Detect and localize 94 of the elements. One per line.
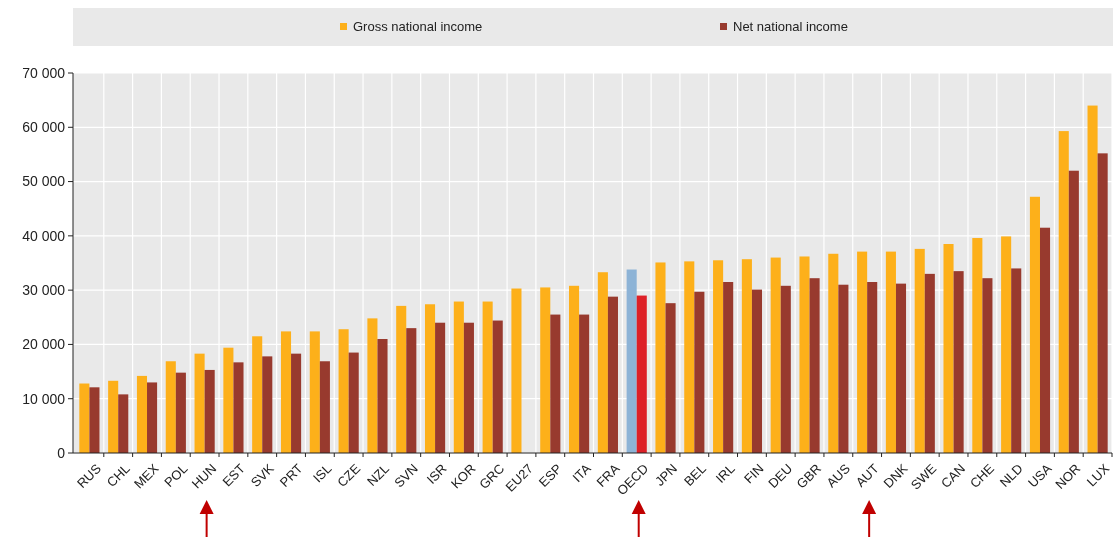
bar [1039,227,1051,453]
bar [569,285,580,453]
y-tick-label: 50 000 [22,173,66,190]
bar [136,375,148,453]
bar [1097,153,1108,453]
bar [482,301,493,453]
bar [885,251,896,453]
bar [511,288,522,453]
y-tick-label: 70 000 [22,64,66,81]
bar [291,353,302,453]
bar [396,305,407,453]
bar [982,278,993,453]
x-tick-label: JPN [652,460,681,489]
bar [89,387,100,453]
bar [204,369,215,453]
x-tick-label: USA [1025,460,1055,491]
bar [857,251,868,453]
bar [118,394,129,453]
bar [655,262,666,453]
bar [770,257,781,453]
bar [1029,196,1040,453]
bar [867,282,878,453]
y-tick-label: 40 000 [22,227,66,244]
bar [1087,105,1098,453]
bar [1011,268,1022,453]
bar [713,260,724,453]
x-tick-label: CHL [103,460,133,490]
bar [194,353,205,453]
legend-label: Gross national income [353,19,483,34]
bar [684,261,695,453]
bar [895,283,907,453]
bar [799,256,810,453]
bar [550,314,561,453]
bar [165,361,176,453]
bar [309,331,320,453]
bar [424,304,436,453]
y-tick-label: 20 000 [22,336,66,353]
bar [319,361,330,453]
bar [79,383,90,453]
bar [924,273,935,453]
bar [108,380,119,453]
bar [953,271,964,453]
bar [377,339,388,453]
bar [723,282,734,453]
bar [597,272,608,453]
bar [914,248,925,453]
bar [348,352,359,453]
x-tick-label: POL [161,460,191,490]
y-tick-label: 60 000 [22,119,66,136]
bar [367,318,378,453]
bar [252,336,263,453]
bar [406,328,417,453]
legend-label: Net national income [733,19,848,34]
bar [838,284,849,453]
bar [338,329,349,453]
x-tick-label: BEL [680,460,709,489]
bar [780,285,791,453]
y-tick-label: 30 000 [22,282,66,299]
bar [694,291,705,453]
bar [607,296,618,453]
x-tick-label: ITA [569,460,594,486]
x-tick-label: IRL [712,460,738,486]
bar [626,269,637,453]
bar [540,287,551,453]
x-tick-label: ISR [423,460,450,487]
bar [943,244,954,453]
y-tick-label: 0 [57,444,66,461]
x-tick-label: ISL [310,460,335,486]
y-tick-label: 10 000 [22,390,66,407]
bar [262,356,273,453]
bar [453,301,464,453]
x-tick-label: NLD [996,460,1026,490]
bar [828,253,839,453]
bar [175,372,186,453]
bar [463,322,474,453]
bar [636,295,647,453]
bar [233,362,244,453]
bar [280,331,292,453]
x-tick-label: CZE [334,460,364,490]
x-tick-label: NZL [364,460,393,489]
bar [492,320,503,453]
bar [972,238,983,453]
bar [579,314,590,453]
bar [1058,131,1069,453]
bar [809,278,820,453]
bar [223,347,234,453]
bar [741,259,752,453]
bar [751,289,763,453]
bar [1001,236,1012,453]
bar [1068,170,1079,453]
bar [435,322,446,453]
x-tick-label: FIN [741,460,767,487]
bar [665,303,676,453]
bar [147,382,158,453]
